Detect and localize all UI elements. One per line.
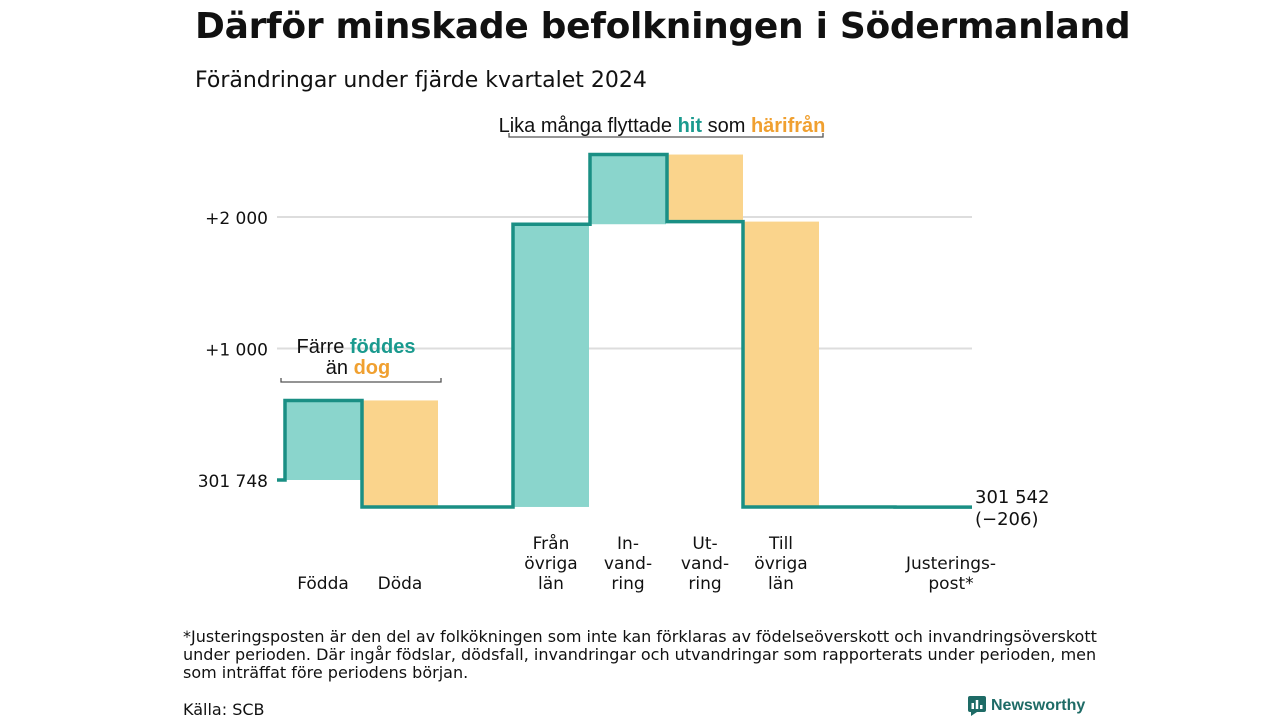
x-label-4: In-vand-ring: [604, 534, 652, 594]
x-label-5: Ut-vand-ring: [681, 534, 729, 594]
y-axis-labels: 301 748 +1 000 +2 000: [198, 209, 268, 492]
annotation-births-bracket: [280, 378, 442, 383]
newsworthy-logo[interactable]: Newsworthy: [968, 696, 1085, 716]
annotation-migration: Lika många flyttade hit som härifrån: [499, 114, 826, 137]
x-label-7: Justerings-post*: [905, 554, 996, 594]
y-label-1: +1 000: [205, 341, 268, 361]
brand-name: Newsworthy: [991, 697, 1086, 714]
cumulative-step-line: [277, 152, 972, 509]
bar-3: [513, 224, 589, 507]
source-label: Källa: SCB: [183, 700, 265, 719]
chart-subtitle: Förändringar under fjärde kvartalet 2024: [195, 68, 647, 93]
x-axis-labels: Födda Döda Från övriga län In-vand-ring Ut-van…: [297, 533, 996, 594]
bar-5: [667, 154, 743, 222]
bar-2: [362, 400, 438, 507]
annotation-births-line1: Färre föddes: [297, 336, 416, 358]
footnote: *Justeringsposten är den del av folkökni…: [183, 627, 1097, 682]
bar-4: [590, 154, 666, 225]
end-value: 301 542: [975, 487, 1049, 508]
annotation-births-line2: än dog: [326, 357, 390, 379]
x-label-3: Från övriga län: [524, 533, 577, 594]
gridlines: [277, 216, 972, 350]
annotation-migration-bracket: [508, 133, 824, 138]
chart-title: Därför minskade befolkningen i Södermanl…: [195, 6, 1131, 47]
newsworthy-icon: [968, 696, 986, 716]
x-label-1: Födda: [297, 574, 349, 594]
bars: [285, 154, 819, 507]
x-label-6: Till övriga län: [754, 534, 807, 594]
step-line: [277, 152, 972, 509]
end-change: (−206): [975, 509, 1038, 530]
end-value-label: 301 542(−206): [975, 487, 1049, 530]
bar-1: [285, 400, 361, 480]
waterfall-chart: 301 748 +1 000 +2 000 Födda Döda Från övriga l…: [198, 114, 1050, 594]
y-label-start: 301 748: [198, 472, 268, 492]
x-label-2: Döda: [378, 574, 423, 594]
bar-6: [743, 221, 819, 507]
y-label-2: +2 000: [205, 209, 268, 229]
